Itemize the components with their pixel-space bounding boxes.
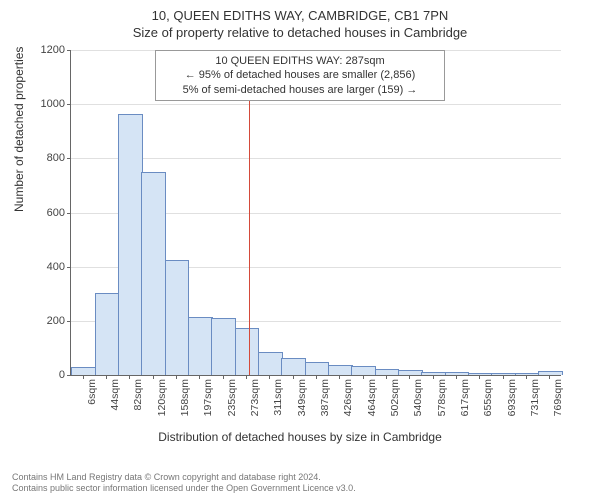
gridline xyxy=(71,104,561,105)
x-tick-label: 82sqm xyxy=(132,379,144,411)
y-axis-label: Number of detached properties xyxy=(12,47,26,212)
histogram-bar xyxy=(188,317,213,375)
histogram-bar xyxy=(141,172,166,375)
x-tick-label: 349sqm xyxy=(296,379,308,416)
y-tick-label: 1200 xyxy=(41,44,65,56)
x-tickmark xyxy=(223,375,224,379)
histogram-bar xyxy=(118,114,143,375)
footer-line1: Contains HM Land Registry data © Crown c… xyxy=(12,472,356,483)
y-tick-label: 600 xyxy=(47,207,65,219)
x-tick-label: 540sqm xyxy=(412,379,424,416)
x-tick-label: 197sqm xyxy=(202,379,214,416)
x-tickmark xyxy=(199,375,200,379)
y-tick-label: 200 xyxy=(47,315,65,327)
x-tick-label: 120sqm xyxy=(156,379,168,416)
x-tick-label: 235sqm xyxy=(226,379,238,416)
x-tick-label: 578sqm xyxy=(436,379,448,416)
x-tick-label: 655sqm xyxy=(482,379,494,416)
y-tickmark xyxy=(67,375,71,376)
x-tickmark xyxy=(246,375,247,379)
x-tick-label: 617sqm xyxy=(459,379,471,416)
x-tick-label: 311sqm xyxy=(272,379,284,416)
footer-text: Contains HM Land Registry data © Crown c… xyxy=(12,472,356,495)
x-tick-label: 693sqm xyxy=(506,379,518,416)
y-tickmark xyxy=(67,213,71,214)
annotation-line2: ← 95% of detached houses are smaller (2,… xyxy=(160,68,440,82)
histogram-bar xyxy=(95,293,120,375)
x-axis-label: Distribution of detached houses by size … xyxy=(0,430,600,444)
y-tickmark xyxy=(67,50,71,51)
x-tickmark xyxy=(293,375,294,379)
x-tick-label: 426sqm xyxy=(342,379,354,416)
y-tickmark xyxy=(67,321,71,322)
x-tickmark xyxy=(129,375,130,379)
x-tickmark xyxy=(339,375,340,379)
histogram-bar xyxy=(165,260,190,375)
x-tickmark xyxy=(479,375,480,379)
x-tick-label: 502sqm xyxy=(389,379,401,416)
y-tick-label: 1000 xyxy=(41,98,65,110)
x-tickmark xyxy=(456,375,457,379)
histogram-bar xyxy=(71,367,96,375)
annotation-box: 10 QUEEN EDITHS WAY: 287sqm ← 95% of det… xyxy=(155,50,445,101)
y-tickmark xyxy=(67,267,71,268)
x-tickmark xyxy=(269,375,270,379)
gridline xyxy=(71,158,561,159)
x-tick-label: 273sqm xyxy=(249,379,261,416)
x-tick-label: 769sqm xyxy=(552,379,564,416)
x-tick-label: 44sqm xyxy=(109,379,121,411)
page-title-main: 10, QUEEN EDITHS WAY, CAMBRIDGE, CB1 7PN xyxy=(0,0,600,23)
x-tick-label: 731sqm xyxy=(529,379,541,416)
x-tickmark xyxy=(549,375,550,379)
histogram-bar xyxy=(328,365,353,375)
y-tick-label: 0 xyxy=(59,369,65,381)
x-tickmark xyxy=(386,375,387,379)
histogram-bar xyxy=(305,362,330,375)
x-tick-label: 158sqm xyxy=(179,379,191,416)
y-tickmark xyxy=(67,104,71,105)
x-tick-label: 464sqm xyxy=(366,379,378,416)
x-tickmark xyxy=(83,375,84,379)
x-tickmark xyxy=(316,375,317,379)
histogram-bar xyxy=(235,328,260,375)
histogram-bar xyxy=(281,358,306,375)
y-tickmark xyxy=(67,158,71,159)
footer-line2: Contains public sector information licen… xyxy=(12,483,356,494)
histogram-bar xyxy=(211,318,236,375)
x-tickmark xyxy=(409,375,410,379)
histogram-bar xyxy=(351,366,376,375)
y-tick-label: 400 xyxy=(47,261,65,273)
y-tick-label: 800 xyxy=(47,152,65,164)
histogram-bar xyxy=(258,352,283,375)
x-tickmark xyxy=(526,375,527,379)
page-title-sub: Size of property relative to detached ho… xyxy=(0,23,600,40)
x-tick-label: 6sqm xyxy=(86,379,98,405)
x-tickmark xyxy=(503,375,504,379)
x-tickmark xyxy=(433,375,434,379)
x-tick-label: 387sqm xyxy=(319,379,331,416)
x-tickmark xyxy=(176,375,177,379)
x-tickmark xyxy=(106,375,107,379)
x-tickmark xyxy=(363,375,364,379)
annotation-line1: 10 QUEEN EDITHS WAY: 287sqm xyxy=(160,54,440,68)
x-tickmark xyxy=(153,375,154,379)
annotation-line3: 5% of semi-detached houses are larger (1… xyxy=(160,83,440,97)
